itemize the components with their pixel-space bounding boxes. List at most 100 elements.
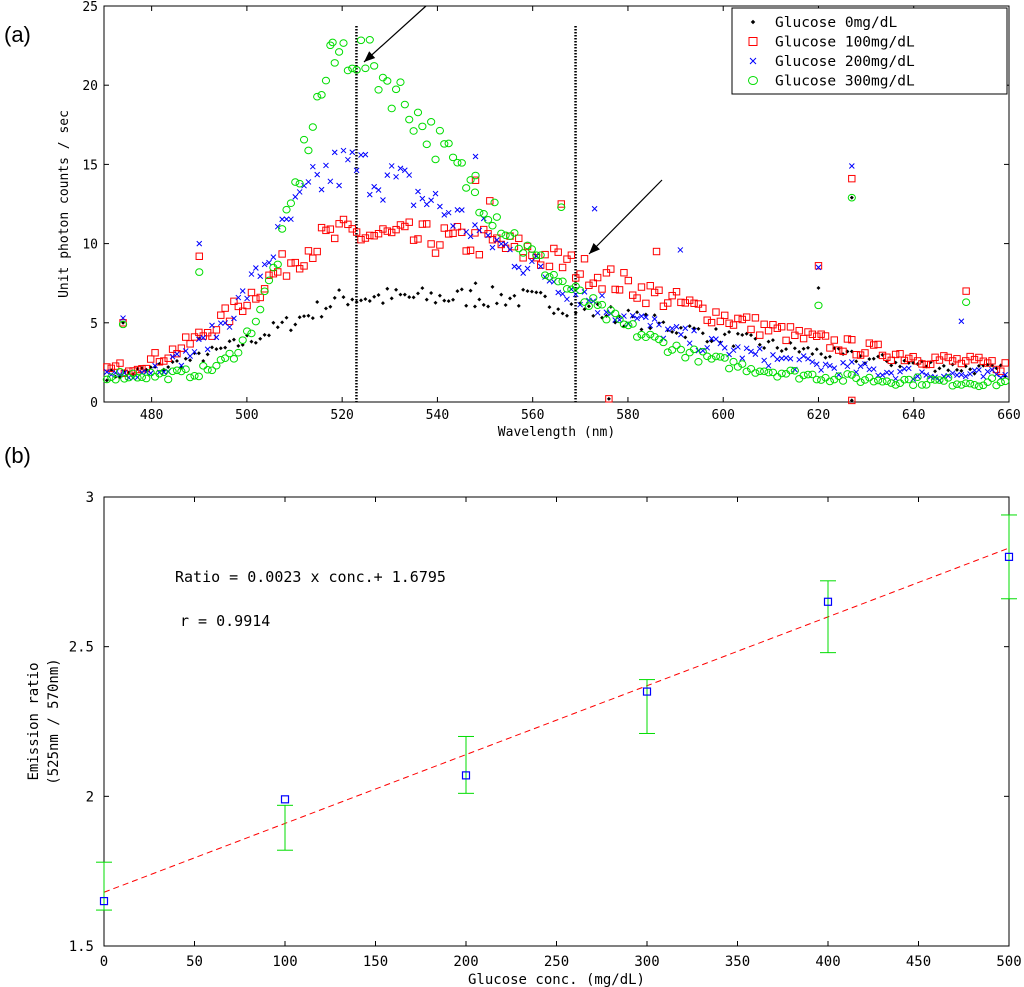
data-point-100mg (637, 283, 646, 291)
data-point-300mg (720, 354, 729, 362)
data-point-100mg (536, 261, 545, 269)
y-axis-label-b-units: (525nm / 570nm) (46, 658, 62, 784)
y-tick-label-b: 1.5 (69, 939, 94, 955)
data-point-100mg (926, 360, 935, 369)
data-point-200mg (196, 336, 202, 343)
data-point-200mg (393, 173, 399, 180)
data-point-100mg (813, 332, 821, 340)
data-point-100mg (861, 349, 869, 357)
data-point-0mg (249, 339, 254, 344)
data-point-200mg (713, 336, 719, 342)
data-point-0mg (302, 314, 307, 319)
data-point-200mg (748, 348, 754, 355)
data-point-100mg (116, 359, 124, 367)
data-point-300mg (111, 375, 120, 384)
data-point-200mg (677, 247, 684, 253)
data-point-300mg (444, 139, 453, 148)
data-point-200mg (257, 273, 264, 280)
data-point-300mg (194, 372, 203, 381)
data-point-300mg (790, 366, 799, 375)
data-point-300mg (348, 64, 357, 73)
data-point-300mg (466, 176, 475, 184)
data-point-200mg (200, 334, 207, 341)
data-point-100mg (493, 234, 501, 242)
data-point-300mg (238, 336, 247, 344)
data-point-300mg (751, 369, 760, 377)
data-point-100mg (274, 268, 282, 276)
y-tick-label-a: 15 (82, 158, 98, 173)
data-point-300mg (558, 277, 567, 286)
data-point-300mg (361, 64, 370, 73)
data-point-100mg (234, 302, 243, 311)
data-point-300mg (490, 198, 499, 207)
data-point-100mg (677, 298, 685, 307)
data-point-100mg (821, 332, 830, 340)
data-point-300mg (137, 373, 147, 382)
data-point-300mg (584, 302, 593, 310)
data-point-200mg (682, 325, 689, 332)
data-point-100mg (405, 218, 413, 226)
data-point-0mg (174, 358, 179, 363)
data-point-0mg (472, 304, 477, 309)
data-point-300mg (203, 365, 212, 374)
data-point-0mg (188, 358, 193, 363)
data-point-100mg (519, 254, 527, 262)
data-point-300mg (133, 373, 142, 382)
data-point-200mg (196, 240, 203, 247)
data-point-200mg (634, 315, 640, 322)
data-point-300mg (164, 375, 173, 384)
data-point-100mg (764, 327, 773, 335)
data-point-200mg (591, 205, 598, 212)
data-point-300mg (422, 140, 431, 149)
data-point-300mg (199, 362, 208, 370)
data-point-300mg (484, 216, 493, 224)
data-point-100mg (734, 314, 742, 323)
data-point-300mg (952, 380, 962, 388)
data-point-100mg (379, 225, 387, 233)
data-point-300mg (808, 370, 817, 379)
data-point-200mg (932, 374, 938, 381)
data-point-200mg (848, 359, 855, 365)
data-point-100mg (814, 262, 823, 270)
data-point-200mg (274, 223, 281, 230)
data-point-300mg (865, 373, 874, 382)
data-point-300mg (935, 376, 944, 384)
data-point-0mg (350, 297, 355, 302)
data-point-200mg (283, 216, 290, 223)
data-point-200mg (686, 340, 693, 347)
data-point-200mg (187, 353, 193, 359)
data-point-0mg (731, 344, 736, 349)
panel-label-a: (a) (4, 22, 31, 47)
data-point-300mg (124, 373, 133, 382)
data-point-100mg (848, 336, 856, 344)
data-point-300mg (488, 221, 497, 230)
data-point-300mg (374, 85, 383, 94)
data-point-0mg (280, 320, 285, 325)
legend-label-3: Glucose 300mg/dL (775, 74, 915, 90)
chart-b: 0 50 100 150 200 250 300 350 400 450 500 1.5 2 2.5 3 Gl… (26, 490, 1022, 987)
data-point-300mg (519, 249, 528, 257)
data-point-200mg (419, 195, 426, 202)
data-point-300mg (689, 345, 699, 354)
data-point-200mg (410, 202, 417, 209)
data-point-300mg (755, 367, 764, 376)
data-point-100mg (486, 197, 494, 205)
data-point-100mg (804, 328, 812, 336)
data-point-200mg (244, 295, 250, 302)
x-tick-label-a: 640 (902, 408, 925, 423)
data-point-100mg (326, 225, 335, 233)
data-point-100mg (721, 311, 729, 320)
error-bar (277, 804, 293, 851)
data-point-300mg (278, 225, 287, 233)
data-point-300mg (760, 367, 769, 376)
data-point-ratio (99, 896, 109, 906)
data-point-100mg (401, 222, 409, 231)
data-point-100mg (545, 262, 554, 271)
data-point-200mg (270, 254, 277, 260)
data-point-100mg (953, 355, 961, 363)
data-point-300mg (181, 365, 190, 373)
data-point-100mg (922, 360, 931, 369)
legend-label-2: Glucose 200mg/dL (775, 54, 915, 70)
data-point-100mg (852, 350, 860, 359)
data-point-200mg (537, 263, 544, 270)
